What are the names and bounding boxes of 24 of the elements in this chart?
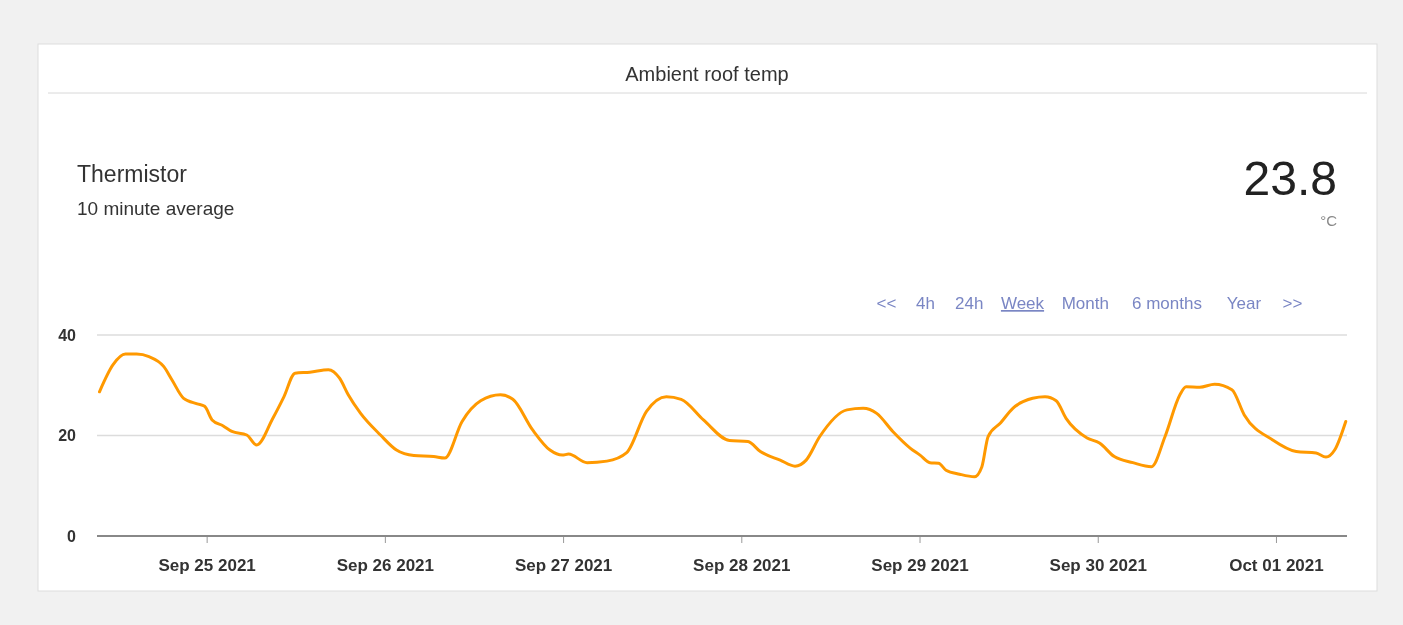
x-tick-label: Sep 25 2021 — [158, 556, 256, 575]
line-series — [97, 352, 1348, 479]
y-tick-label: 0 — [67, 527, 77, 545]
text: 6 months — [1132, 294, 1202, 313]
text: °C — [1320, 212, 1338, 229]
x-tick-label: Sep 28 2021 — [693, 556, 791, 575]
x-tick-label: Sep 26 2021 — [336, 556, 435, 575]
text: 4h — [916, 294, 935, 313]
text: >> — [1282, 294, 1303, 313]
chart-subtitle: Thermistor — [77, 161, 188, 187]
text: Week — [1000, 294, 1045, 313]
x-tick-label: Sep 29 2021 — [871, 556, 969, 575]
x-tick-label: Sep 27 2021 — [514, 556, 613, 575]
y-tick-label: 20 — [58, 427, 77, 445]
text: 10 minute average — [77, 198, 235, 219]
chart-title: Ambient roof temp — [625, 63, 789, 85]
text: 23.8 — [1243, 152, 1337, 205]
text: Month — [1061, 294, 1109, 313]
text: 24h — [955, 294, 984, 313]
text: << — [876, 294, 897, 313]
y-tick-label: 40 — [58, 326, 77, 344]
text: Year — [1226, 294, 1262, 313]
x-tick-label: Sep 30 2021 — [1049, 556, 1147, 575]
x-tick-label: Oct 01 2021 — [1229, 556, 1324, 575]
